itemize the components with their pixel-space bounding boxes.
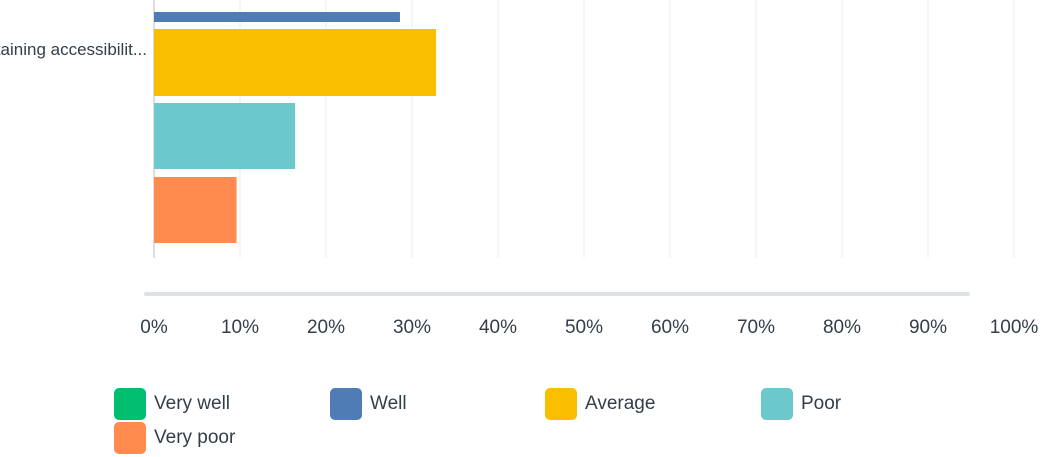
bar-poor xyxy=(154,103,296,169)
legend-item-well: Well xyxy=(330,388,407,420)
bar-average xyxy=(154,29,437,96)
legend-swatch-well xyxy=(330,388,362,420)
legend-label-very-poor: Very poor xyxy=(154,427,236,448)
x-tick-label: 90% xyxy=(909,317,947,338)
legend-label-very-well: Very well xyxy=(154,393,231,414)
x-tick-label: 30% xyxy=(393,317,431,338)
x-tick-label: 100% xyxy=(990,317,1039,338)
legend-swatch-very-poor xyxy=(114,422,146,454)
legend-item-poor: Poor xyxy=(761,388,842,420)
legend-swatch-very-well xyxy=(114,388,146,420)
x-tick-label: 70% xyxy=(737,317,775,338)
x-tick-label: 50% xyxy=(565,317,603,338)
legend-label-poor: Poor xyxy=(801,393,842,414)
legend-item-average: Average xyxy=(545,388,656,420)
x-tick-label: 80% xyxy=(823,317,861,338)
x-tick-label: 10% xyxy=(221,317,259,338)
x-tick-label: 20% xyxy=(307,317,345,338)
bar-chart: 0% 10% 20% 30% 40% 50% 60% 70% 80% 90% 100% xyxy=(140,0,1038,338)
bar-well xyxy=(154,12,400,22)
x-tick-label: 60% xyxy=(651,317,689,338)
category-label: Maintaining accessibilit... xyxy=(0,36,147,63)
bar-very-poor xyxy=(154,177,237,243)
legend: Very well Well Average Poor Very poor xyxy=(114,388,1014,456)
bars xyxy=(154,12,437,243)
category-label-text: Maintaining accessibilit... xyxy=(0,40,147,59)
legend-label-average: Average xyxy=(585,393,656,414)
legend-label-well: Well xyxy=(370,393,407,414)
legend-item-very-well: Very well xyxy=(114,388,231,420)
legend-swatch-average xyxy=(545,388,577,420)
x-tick-label: 0% xyxy=(140,317,168,338)
legend-item-very-poor: Very poor xyxy=(114,422,236,454)
x-axis-tick-labels: 0% 10% 20% 30% 40% 50% 60% 70% 80% 90% 100% xyxy=(140,317,1038,338)
x-tick-label: 40% xyxy=(479,317,517,338)
legend-swatch-poor xyxy=(761,388,793,420)
